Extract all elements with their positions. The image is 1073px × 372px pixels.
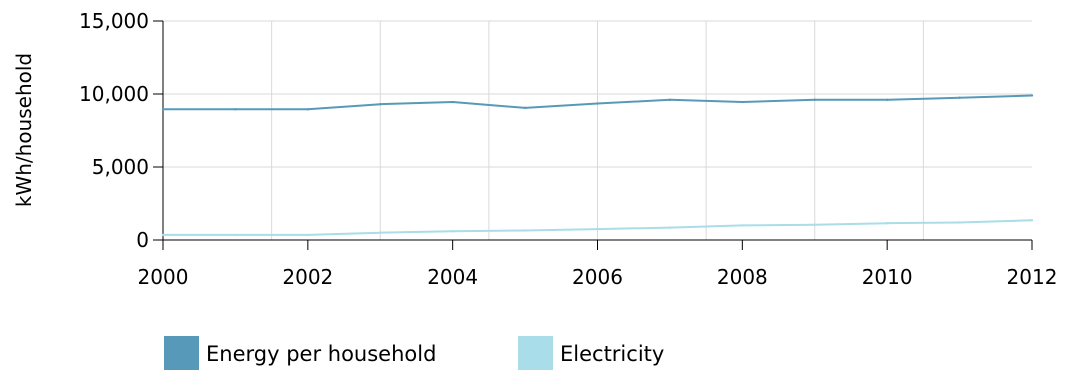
- data-point: [885, 222, 889, 225]
- axes: [153, 20, 1033, 250]
- x-tick-label: 2006: [572, 265, 623, 289]
- tick-labels: 0 5,000 10,000 15,000 2000 2002 2004 2006 2008 20…: [79, 9, 1057, 289]
- data-point: [958, 221, 961, 224]
- data-point: [741, 224, 744, 227]
- data-point: [306, 108, 310, 111]
- data-point: [958, 96, 961, 99]
- data-point: [885, 98, 889, 102]
- y-tick-label: 0: [136, 228, 149, 252]
- data-point: [813, 98, 816, 102]
- x-tick-label: 2008: [717, 265, 768, 289]
- data-point: [668, 98, 672, 102]
- legend-label: Energy per household: [206, 342, 436, 366]
- data-point: [379, 103, 382, 106]
- legend-swatch: [518, 336, 553, 370]
- x-tick-label: 2004: [427, 265, 478, 289]
- series-lines: [161, 94, 1034, 237]
- data-point: [523, 106, 527, 110]
- x-tick-label: 2002: [282, 265, 333, 289]
- data-point: [523, 229, 527, 232]
- legend-swatch: [164, 336, 199, 370]
- x-tick-label: 2000: [138, 265, 189, 289]
- y-axis-title: kWh/household: [12, 53, 36, 207]
- data-point: [161, 108, 165, 111]
- legend-label: Electricity: [560, 342, 664, 366]
- data-point: [668, 226, 672, 229]
- data-point: [1030, 94, 1034, 97]
- x-tick-label: 2010: [862, 265, 913, 289]
- data-point: [451, 100, 454, 104]
- data-point: [161, 233, 165, 237]
- data-point: [741, 100, 744, 104]
- data-point: [451, 230, 454, 233]
- data-point: [379, 231, 382, 234]
- data-point: [234, 233, 237, 237]
- data-point: [1030, 219, 1034, 222]
- grid: [163, 20, 1032, 240]
- data-point: [596, 102, 599, 105]
- y-tick-label: 5,000: [92, 155, 149, 179]
- y-tick-label: 15,000: [79, 9, 149, 33]
- data-point: [306, 233, 310, 237]
- data-point: [234, 108, 237, 111]
- x-tick-label: 2012: [1007, 265, 1058, 289]
- data-point: [813, 223, 816, 226]
- y-tick-label: 10,000: [79, 82, 149, 106]
- data-point: [596, 227, 599, 231]
- legend: Energy per household Electricity: [164, 336, 664, 370]
